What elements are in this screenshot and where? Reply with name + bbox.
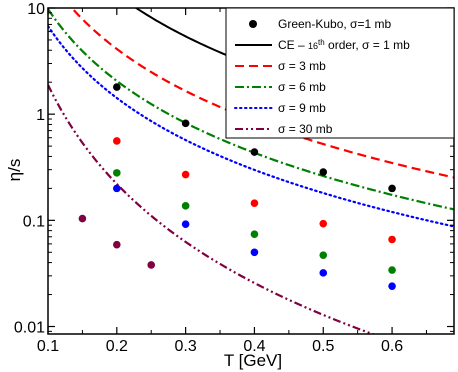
series-point-2 bbox=[388, 235, 396, 244]
series-point-5 bbox=[147, 261, 156, 269]
legend-label: CE – 16th order, σ = 1 mb bbox=[278, 38, 410, 52]
legend-label: σ = 3 mb bbox=[278, 59, 326, 73]
series-point-4 bbox=[113, 184, 121, 193]
legend-label-num: 16 bbox=[308, 41, 318, 51]
x-tick-label: 0.2 bbox=[106, 338, 128, 355]
x-tick-label: 0.4 bbox=[243, 338, 265, 355]
data-point-green-kubo bbox=[319, 168, 328, 176]
series-point-3 bbox=[250, 230, 259, 239]
series-point-3 bbox=[319, 251, 328, 259]
series-curve-3 bbox=[48, 8, 454, 211]
series-point-5 bbox=[78, 214, 87, 223]
x-tick-label: 0.5 bbox=[312, 338, 334, 355]
legend-label: σ = 6 mb bbox=[278, 80, 326, 94]
x-tick-label: 0.6 bbox=[381, 338, 403, 355]
series-point-4 bbox=[388, 282, 396, 290]
series-point-5 bbox=[113, 240, 121, 249]
data-point-green-kubo bbox=[113, 83, 121, 91]
series-point-4 bbox=[319, 269, 328, 277]
legend-box bbox=[225, 7, 455, 139]
series-point-3 bbox=[181, 202, 190, 210]
series-point-2 bbox=[113, 137, 121, 145]
x-tick-label: 0.3 bbox=[175, 338, 197, 355]
series-point-2 bbox=[181, 170, 190, 179]
legend-label: σ = 30 mb bbox=[278, 122, 333, 136]
y-tick-label: 0.01 bbox=[14, 320, 45, 337]
series-point-2 bbox=[319, 219, 328, 228]
y-tick-label: 10 bbox=[27, 1, 45, 18]
series-point-4 bbox=[250, 248, 259, 257]
y-axis-label: η/s bbox=[5, 159, 24, 182]
legend: Green-Kubo, σ=1 mb CE – 16th order, σ = 1… bbox=[225, 7, 455, 139]
legend-label: σ = 9 mb bbox=[278, 101, 326, 115]
data-point-green-kubo bbox=[250, 148, 259, 156]
y-tick-label: 1 bbox=[36, 107, 45, 124]
x-tick-label: 0.1 bbox=[37, 338, 59, 355]
series-curve-4 bbox=[48, 24, 454, 228]
data-point-green-kubo bbox=[388, 184, 396, 193]
series-point-3 bbox=[113, 169, 121, 177]
legend-label-sup: th bbox=[318, 38, 325, 47]
x-axis-label: T [GeV] bbox=[224, 351, 282, 370]
y-tick-label: 0.1 bbox=[23, 213, 45, 230]
series-point-4 bbox=[181, 220, 190, 228]
series-point-2 bbox=[250, 199, 259, 208]
legend-label-main: CE – bbox=[278, 38, 308, 52]
series-point-3 bbox=[388, 266, 396, 274]
data-point-green-kubo bbox=[181, 119, 190, 128]
legend-label-rest: order, σ = 1 mb bbox=[325, 38, 410, 52]
legend-marker bbox=[249, 20, 257, 28]
legend-label: Green-Kubo, σ=1 mb bbox=[278, 17, 391, 31]
